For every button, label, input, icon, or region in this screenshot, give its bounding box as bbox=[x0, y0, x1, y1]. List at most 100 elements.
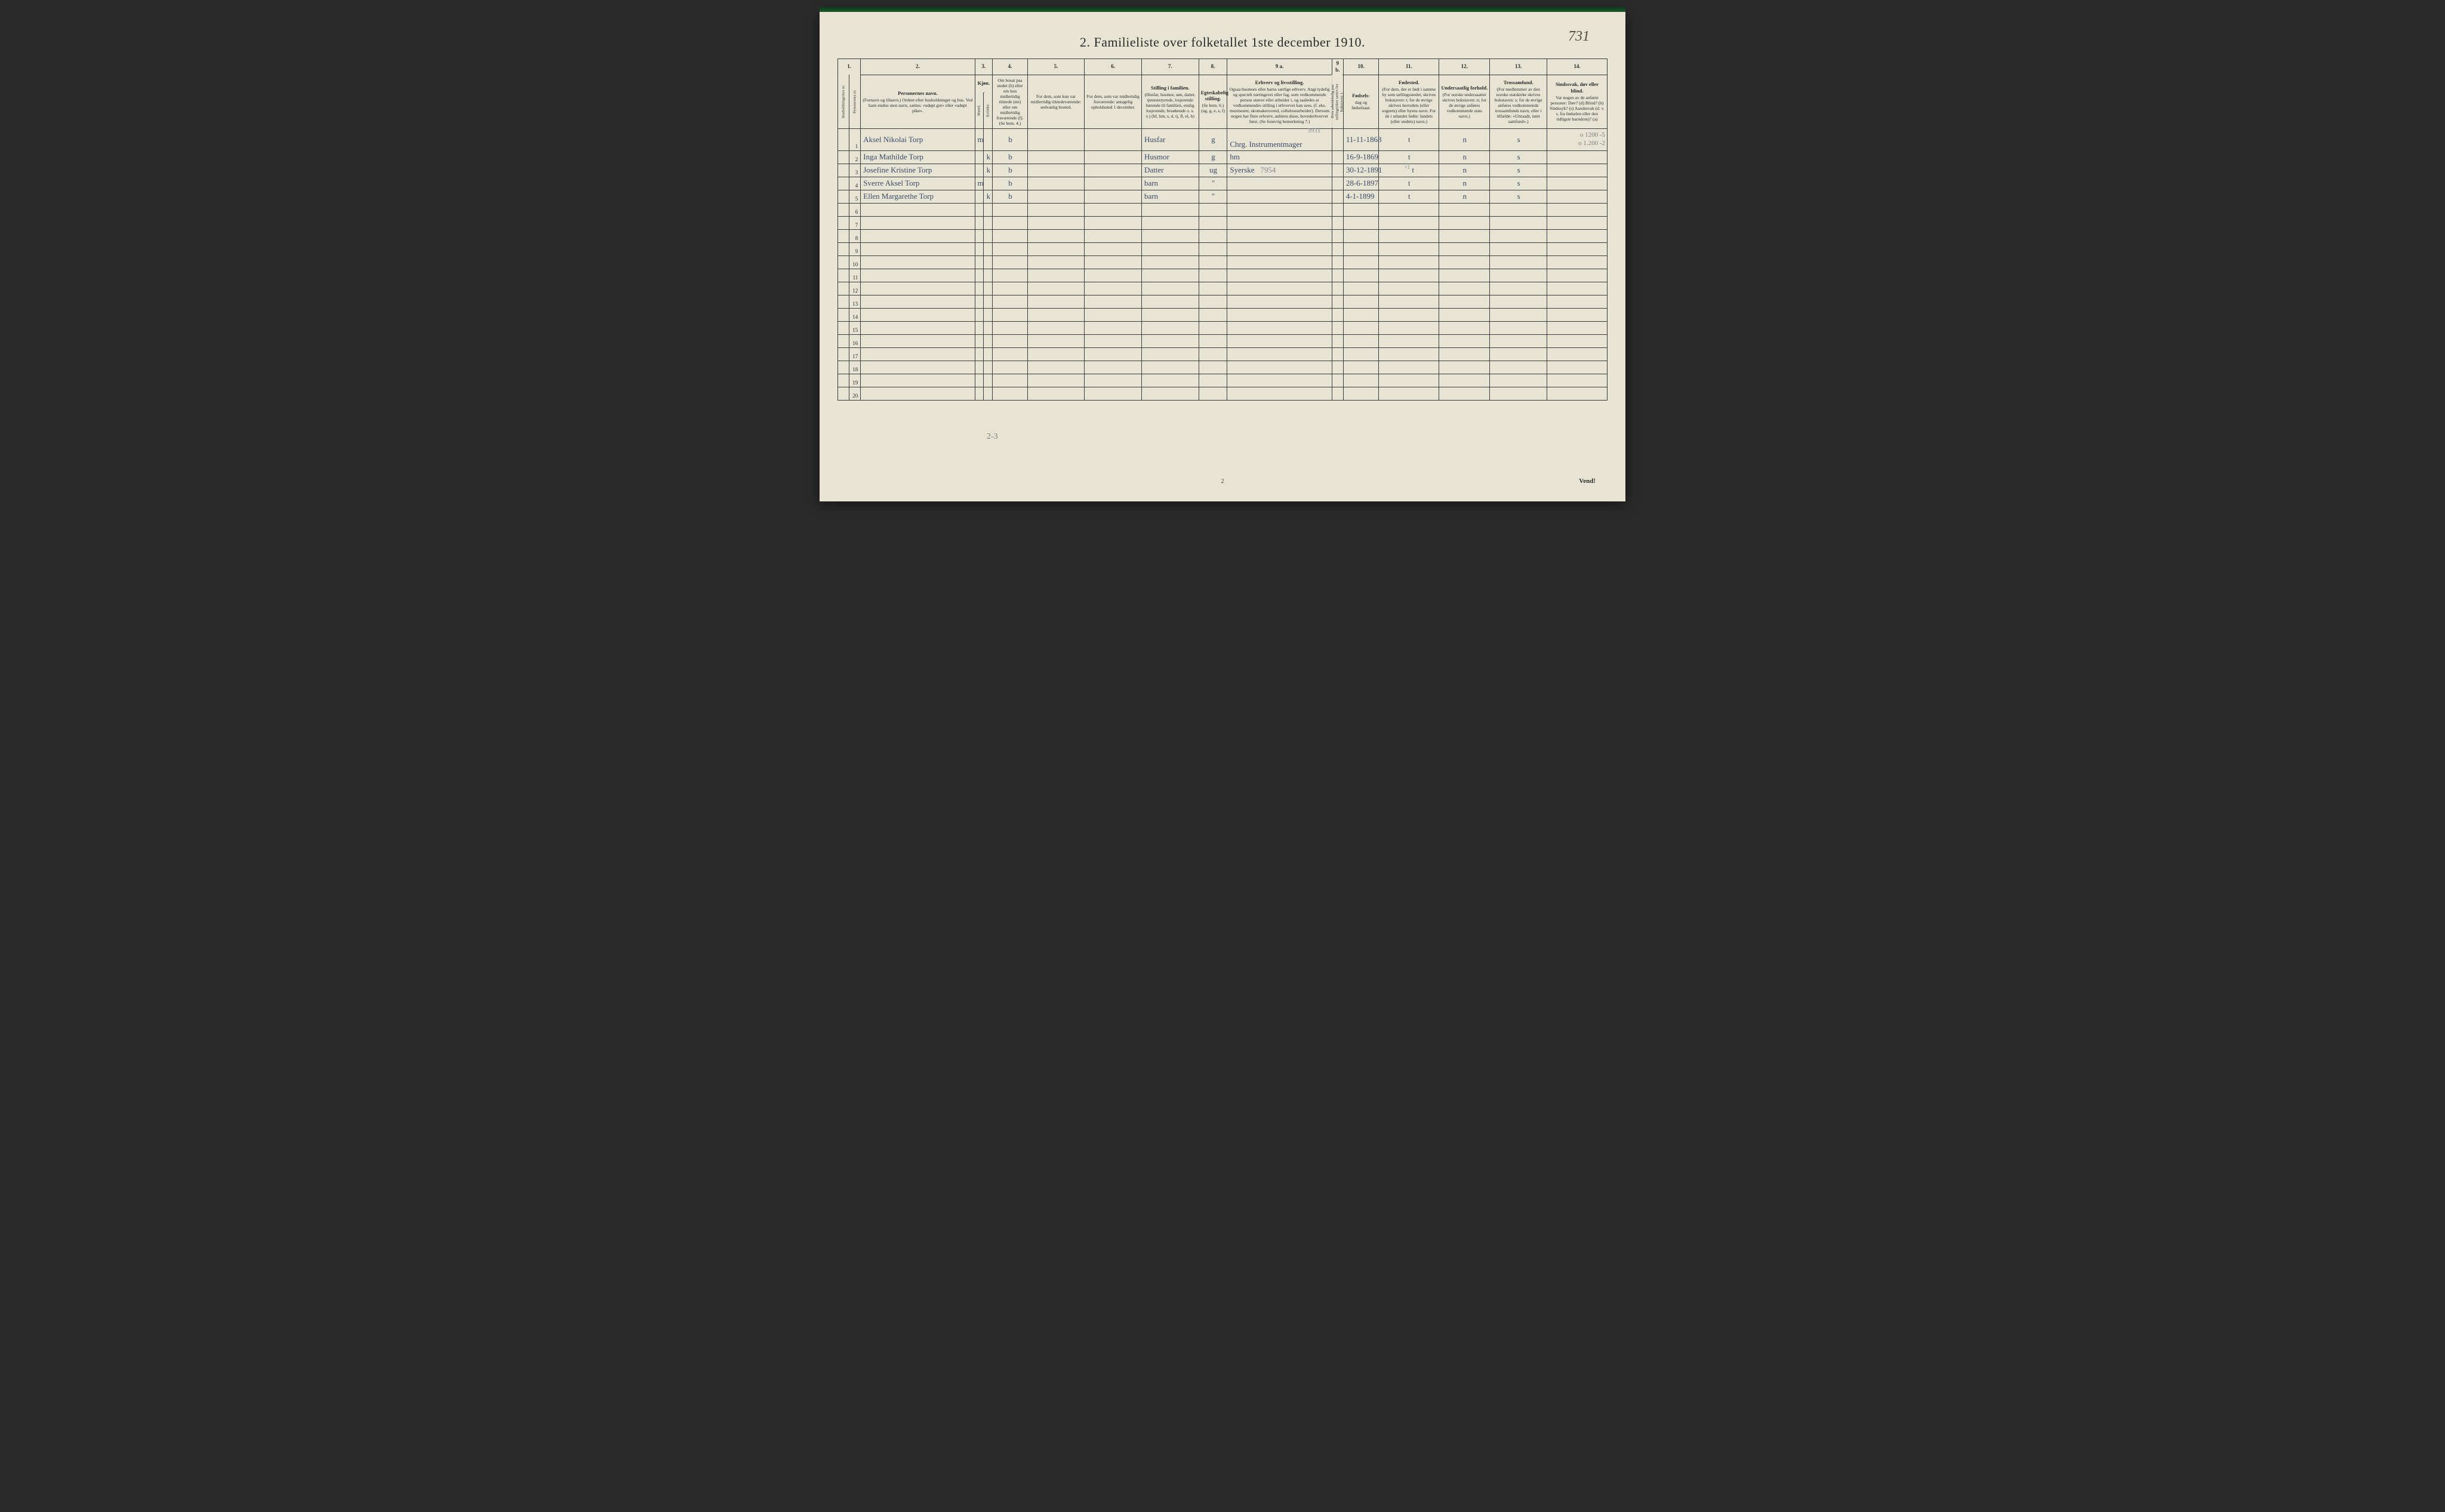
cell-empty bbox=[1343, 308, 1379, 321]
cell-unemployed bbox=[1332, 150, 1343, 164]
cell-empty bbox=[1332, 387, 1343, 400]
cell-household bbox=[838, 177, 849, 190]
cell-empty bbox=[993, 387, 1027, 400]
page-title: 2. Familieliste over folketallet 1ste de… bbox=[837, 35, 1608, 50]
cell-residence: b bbox=[993, 190, 1027, 203]
census-page: 731 2. Familieliste over folketallet 1st… bbox=[820, 12, 1625, 501]
cell-dob: 4-1-1899 bbox=[1343, 190, 1379, 203]
cell-dob: 30-12-1891 bbox=[1343, 164, 1379, 177]
cell-empty bbox=[1547, 321, 1607, 334]
cell-empty bbox=[993, 361, 1027, 374]
col-head-occupation: Erhverv og livsstilling. Ogsaa husmors e… bbox=[1227, 75, 1332, 128]
cell-personnum: 18 bbox=[849, 361, 861, 374]
cell-dob: 28-6-1897 bbox=[1343, 177, 1379, 190]
col-text-position: (Husfar, husmor, søn, datter, tjenestety… bbox=[1145, 92, 1196, 119]
table-row: 2Inga Mathilde TorpkbHusmorghm16-9-1869t… bbox=[838, 150, 1608, 164]
cell-empty bbox=[1085, 295, 1142, 308]
cell-empty bbox=[993, 229, 1027, 242]
cell-household bbox=[838, 229, 849, 242]
col-head-disability: Sindssvak, døv eller blind. Var nogen av… bbox=[1547, 75, 1607, 128]
cell-personnum: 4 bbox=[849, 177, 861, 190]
col-title-marital: Egteskabelig stilling. bbox=[1201, 90, 1225, 101]
table-row-empty: 6 bbox=[838, 203, 1608, 216]
cell-name: Inga Mathilde Torp bbox=[861, 150, 975, 164]
cell-empty bbox=[861, 321, 975, 334]
cell-empty bbox=[861, 282, 975, 295]
cell-empty bbox=[984, 387, 993, 400]
col-title-dob: Fødsels- bbox=[1345, 93, 1377, 98]
cell-birthplace: t bbox=[1379, 190, 1439, 203]
cell-empty bbox=[861, 347, 975, 361]
cell-household bbox=[838, 334, 849, 347]
cell-empty bbox=[1343, 255, 1379, 269]
cell-temp-absent bbox=[1085, 128, 1142, 150]
cell-empty bbox=[975, 334, 984, 347]
cell-temp-present bbox=[1027, 150, 1085, 164]
cell-empty bbox=[984, 229, 993, 242]
cell-empty bbox=[1332, 321, 1343, 334]
census-table: 1. 2. 3. 4. 5. 6. 7. 8. 9 a. 9 b. 10. 11… bbox=[837, 58, 1608, 401]
cell-empty bbox=[1490, 282, 1547, 295]
cell-religion: s bbox=[1490, 164, 1547, 177]
cell-empty bbox=[1085, 269, 1142, 282]
margin-annotation-1: o 1200 -5 bbox=[1580, 131, 1605, 138]
cell-nationality: n bbox=[1439, 164, 1490, 177]
cell-unemployed bbox=[1332, 177, 1343, 190]
col-text-dob: dag og fødselsaar. bbox=[1351, 100, 1371, 110]
header-row-text: Husholdningernes nr. Personernes nr. Per… bbox=[838, 75, 1608, 93]
col-title-position: Stilling i familien. bbox=[1144, 85, 1197, 91]
cell-empty bbox=[993, 282, 1027, 295]
cell-empty bbox=[975, 282, 984, 295]
cell-empty bbox=[1439, 321, 1490, 334]
table-row-empty: 12 bbox=[838, 282, 1608, 295]
col-sub-male: Mænd. bbox=[975, 93, 984, 128]
col-head-person: Personernes nr. bbox=[849, 75, 861, 128]
cell-empty bbox=[1027, 269, 1085, 282]
cell-empty bbox=[1085, 242, 1142, 255]
col-head-unemployed: Hvis arbeidsledig paa tællingstiden sætt… bbox=[1332, 75, 1343, 128]
cell-temp-present bbox=[1027, 128, 1085, 150]
bottom-tally: 2-3 bbox=[987, 432, 998, 442]
cell-birthplace: +1 t bbox=[1379, 164, 1439, 177]
cell-empty bbox=[1547, 295, 1607, 308]
cell-empty bbox=[1085, 282, 1142, 295]
cell-household bbox=[838, 374, 849, 387]
cell-empty bbox=[984, 255, 993, 269]
cell-empty bbox=[975, 321, 984, 334]
cell-empty bbox=[1199, 216, 1227, 229]
cell-personnum: 19 bbox=[849, 374, 861, 387]
cell-empty bbox=[1085, 229, 1142, 242]
cell-empty bbox=[1332, 374, 1343, 387]
cell-household bbox=[838, 128, 849, 150]
cell-residence: b bbox=[993, 164, 1027, 177]
col-title-occupation: Erhverv og livsstilling. bbox=[1229, 79, 1329, 85]
cell-unemployed bbox=[1332, 128, 1343, 150]
cell-nationality: n bbox=[1439, 190, 1490, 203]
header-row-numbers: 1. 2. 3. 4. 5. 6. 7. 8. 9 a. 9 b. 10. 11… bbox=[838, 59, 1608, 75]
cell-empty bbox=[993, 269, 1027, 282]
cell-household bbox=[838, 321, 849, 334]
cell-empty bbox=[975, 347, 984, 361]
cell-position: barn bbox=[1141, 177, 1199, 190]
cell-empty bbox=[984, 216, 993, 229]
cell-name: Josefine Kristine Torp bbox=[861, 164, 975, 177]
cell-household bbox=[838, 150, 849, 164]
cell-empty bbox=[984, 203, 993, 216]
cell-nationality: n bbox=[1439, 177, 1490, 190]
cell-empty bbox=[1439, 242, 1490, 255]
cell-empty bbox=[1199, 229, 1227, 242]
cell-empty bbox=[1439, 269, 1490, 282]
table-row-empty: 7 bbox=[838, 216, 1608, 229]
cell-empty bbox=[1332, 229, 1343, 242]
cell-residence: b bbox=[993, 177, 1027, 190]
cell-position: Datter bbox=[1141, 164, 1199, 177]
cell-empty bbox=[861, 374, 975, 387]
cell-empty bbox=[1227, 374, 1332, 387]
cell-empty bbox=[1490, 387, 1547, 400]
cell-empty bbox=[1141, 374, 1199, 387]
cell-residence: b bbox=[993, 150, 1027, 164]
cell-empty bbox=[1490, 269, 1547, 282]
cell-empty bbox=[1343, 295, 1379, 308]
cell-empty bbox=[861, 308, 975, 321]
col-num-4: 4. bbox=[993, 59, 1027, 75]
